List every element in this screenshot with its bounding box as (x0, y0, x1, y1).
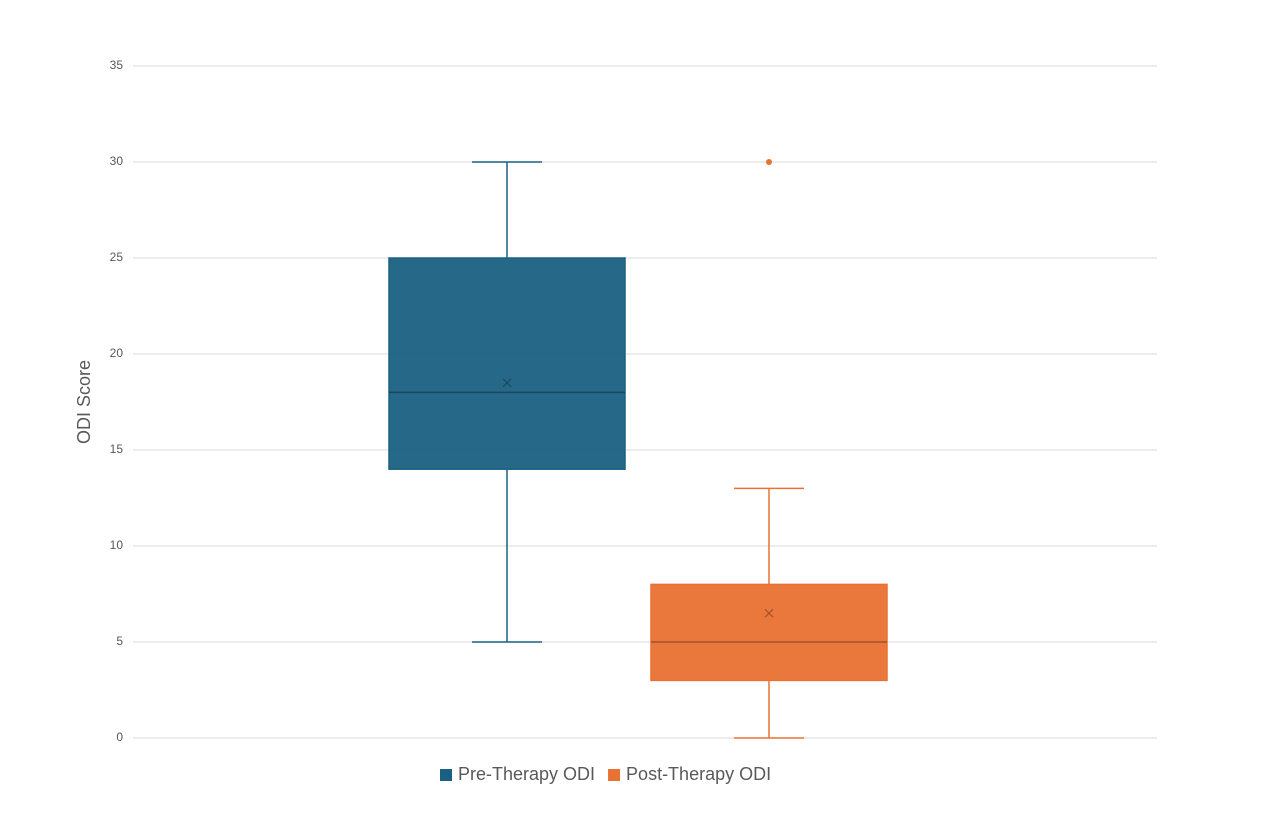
box (388, 257, 626, 470)
y-axis-title: ODI Score (74, 360, 94, 444)
y-tick-label: 35 (110, 58, 124, 72)
y-tick-label: 5 (116, 634, 123, 648)
legend-swatch (440, 769, 452, 781)
y-tick-label: 25 (110, 250, 124, 264)
legend-label: Pre-Therapy ODI (458, 764, 595, 784)
y-tick-label: 15 (110, 442, 124, 456)
y-tick-label: 20 (110, 346, 124, 360)
y-tick-label: 10 (110, 538, 124, 552)
mean-marker (764, 608, 774, 618)
box (650, 583, 888, 682)
legend-swatch (608, 769, 621, 781)
legend-label: Post-Therapy ODI (626, 764, 771, 784)
y-tick-label: 30 (110, 154, 124, 168)
y-tick-label: 0 (116, 730, 123, 744)
outlier (766, 159, 772, 165)
mean-marker (502, 378, 512, 388)
